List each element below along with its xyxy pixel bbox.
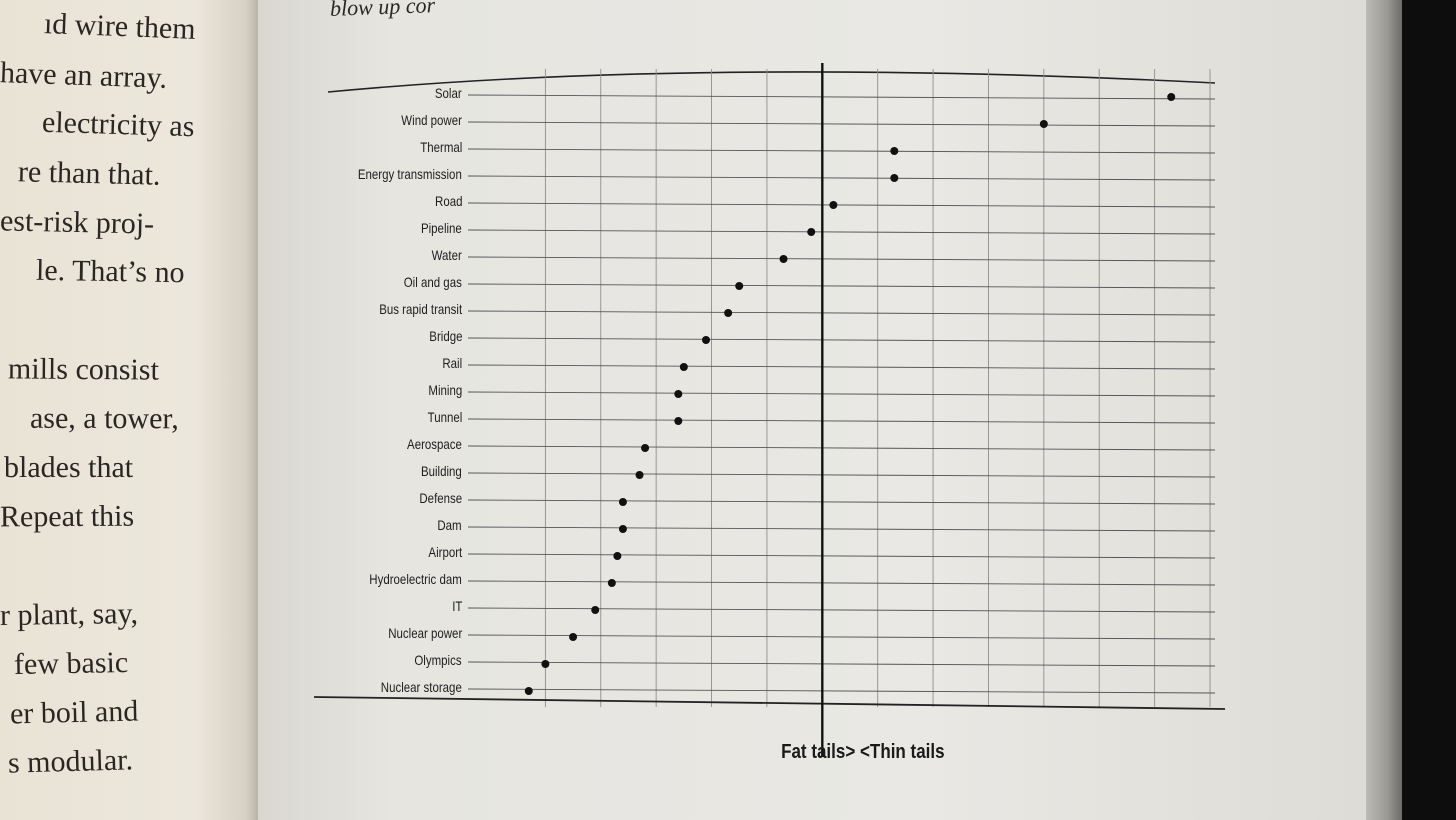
data-point (591, 606, 600, 614)
row-line (467, 499, 1216, 505)
data-point (702, 336, 710, 344)
data-point (635, 471, 644, 479)
data-point (641, 444, 650, 452)
row-line (467, 148, 1216, 154)
row-line (467, 445, 1216, 451)
data-point (679, 363, 688, 371)
project-tails-chart: Solar Wind power Thermal Energy transmissio… (300, 55, 1240, 775)
category-label: Water (431, 247, 462, 263)
category-label: Wind power (401, 112, 462, 128)
chart-plot-svg (313, 63, 1226, 757)
fat-tails-arrow-icon: > (845, 741, 855, 763)
page-stack-edge (1366, 0, 1402, 820)
category-label: Bridge (428, 328, 462, 344)
data-point (1039, 120, 1048, 128)
category-label: Airport (428, 544, 462, 560)
category-label: Defense (419, 490, 462, 506)
row-line (467, 310, 1216, 316)
thin-tails-arrow-icon: < (860, 741, 870, 763)
chart-baseline (313, 696, 1226, 710)
row-line (467, 472, 1216, 478)
data-point (890, 147, 899, 155)
category-label: Energy transmission (358, 166, 462, 182)
thin-tails-label: Thin tails (869, 741, 945, 763)
category-label: Oil and gas (403, 274, 462, 290)
category-label: Rail (442, 355, 462, 371)
data-point (618, 525, 627, 533)
data-point (890, 174, 899, 182)
row-line (467, 256, 1216, 262)
category-label: Olympics (414, 652, 462, 668)
body-text-line: have an array. (0, 56, 168, 95)
data-point (541, 660, 550, 668)
data-point (569, 633, 578, 641)
row-line (467, 364, 1216, 370)
data-point (1167, 93, 1176, 101)
row-line (467, 121, 1216, 127)
row-line (467, 229, 1216, 235)
category-label: IT (451, 598, 462, 614)
body-text-line: er boil and (9, 694, 139, 731)
data-point (829, 201, 838, 209)
body-text-line: r plant, say, (0, 597, 139, 632)
chart-top-border (327, 71, 1216, 93)
data-point (524, 687, 533, 695)
body-text-line: ıd wire them (43, 7, 197, 46)
body-text-line: few basic (13, 645, 129, 682)
body-text-line: electricity as (41, 105, 195, 144)
row-line (467, 94, 1216, 100)
category-label: Solar (435, 85, 462, 101)
category-label: Thermal (419, 139, 462, 155)
data-point (735, 282, 744, 290)
body-text-line: le. That’s no (35, 253, 185, 290)
body-text-line: re than that. (17, 155, 161, 192)
row-line (467, 526, 1216, 532)
category-label: Pipeline (421, 220, 462, 236)
row-line (467, 580, 1216, 586)
category-label: Dam (437, 517, 462, 533)
thin-tails-annotation: <Thin tails (860, 741, 945, 764)
data-point (674, 390, 683, 398)
body-text-line: mills consist (7, 352, 159, 387)
row-line (467, 418, 1216, 424)
body-text-line: Repeat this (0, 499, 135, 534)
body-text-line: blades that (3, 450, 134, 485)
data-point (607, 579, 616, 587)
data-point (724, 309, 733, 317)
data-point (618, 498, 627, 506)
data-point (779, 255, 788, 263)
page-top-text: blow up cor (329, 0, 436, 21)
data-point (613, 552, 622, 560)
row-line (467, 661, 1216, 667)
row-line (467, 607, 1216, 613)
category-label: Nuclear storage (380, 679, 462, 695)
body-text-line: s modular. (7, 743, 134, 780)
category-label: Nuclear power (387, 625, 462, 641)
body-text-line: est-risk proj- (0, 204, 155, 241)
right-book-page (258, 0, 1366, 820)
category-label: Hydroelectric dam (369, 571, 462, 587)
category-label: Aerospace (407, 436, 462, 452)
data-point (807, 228, 816, 236)
row-line (467, 283, 1216, 289)
data-point (674, 417, 683, 425)
category-label: Tunnel (427, 409, 462, 425)
row-line (467, 391, 1216, 397)
row-line (467, 175, 1216, 181)
category-label: Road (434, 193, 462, 209)
row-line (467, 634, 1216, 640)
row-line (467, 337, 1216, 343)
fat-tails-label: Fat tails (780, 741, 846, 763)
category-label: Bus rapid transit (379, 301, 462, 317)
fat-tails-annotation: Fat tails> (781, 741, 855, 764)
left-book-page: ıd wire them have an array. electricity as… (0, 0, 258, 820)
body-text-line: ase, a tower, (29, 401, 179, 436)
category-label: Mining (428, 382, 462, 398)
category-label: Building (421, 463, 462, 479)
row-line (467, 202, 1216, 208)
row-line (467, 688, 1216, 694)
row-line (467, 553, 1216, 559)
